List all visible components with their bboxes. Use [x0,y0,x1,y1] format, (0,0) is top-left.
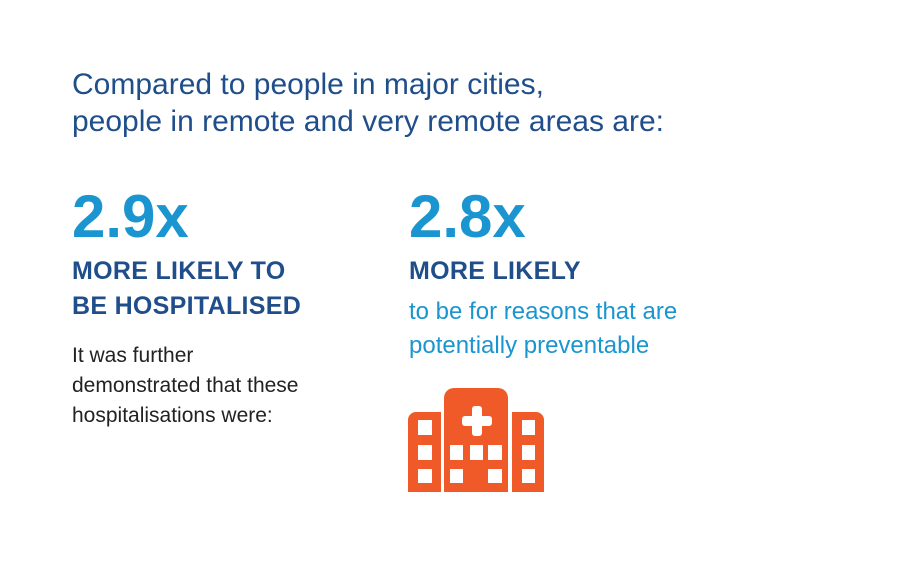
left-label-line-2: BE HOSPITALISED [72,292,302,320]
detail-line: to be for reasons that are [409,298,678,325]
body-line: It was further [72,344,194,367]
detail-line: potentially preventable [409,332,650,359]
left-stat: 2.9x [72,183,189,250]
body-line: demonstrated that these [72,374,299,397]
heading-line-2: people in remote and very remote areas a… [72,105,664,138]
right-label: MORE LIKELY [409,257,581,285]
body-line: hospitalisations were: [72,404,273,427]
left-label: MORE LIKELY TO BE HOSPITALISED [72,254,301,324]
hospital-icon [408,388,544,492]
left-body: It was further demonstrated that these h… [72,341,298,431]
heading: Compared to people in major cities, peop… [72,66,664,140]
heading-line-1: Compared to people in major cities, [72,68,544,101]
right-stat: 2.8x [409,183,526,250]
right-detail: to be for reasons that are potentially p… [409,295,677,363]
left-label-line-1: MORE LIKELY TO [72,257,286,285]
